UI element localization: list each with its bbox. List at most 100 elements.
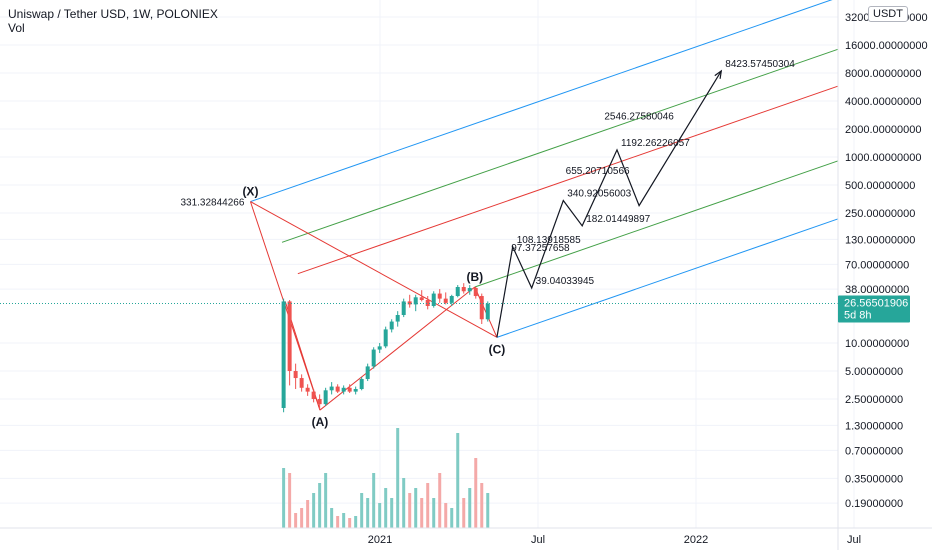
current-price-value: 26.56501906 <box>844 298 908 310</box>
candle-body[interactable] <box>335 386 340 392</box>
volume-bar <box>318 483 322 528</box>
candle-body[interactable] <box>455 287 460 297</box>
volume-bar <box>300 508 304 528</box>
pitchfork-lower-line <box>496 218 838 338</box>
volume-bar <box>330 508 334 528</box>
candles <box>281 283 490 413</box>
candle-body[interactable] <box>407 301 412 305</box>
pitchfork-lower-mid-line <box>474 160 838 288</box>
volume-bar <box>408 493 412 528</box>
pitchfork <box>250 0 838 338</box>
volume-bar <box>396 428 400 528</box>
candle-body[interactable] <box>371 349 376 367</box>
price-tick-label: 0.70000000 <box>845 445 903 457</box>
time-tick-label: 2022 <box>684 534 708 546</box>
candle-body[interactable] <box>353 389 358 392</box>
volume-bar <box>414 488 418 528</box>
volume-bar <box>474 458 478 528</box>
volume-bar <box>294 513 298 528</box>
volume-bar <box>360 493 364 528</box>
time-axis[interactable]: 2021Jul2022Jul2023Jul <box>0 527 932 546</box>
volume-bar <box>426 483 430 528</box>
candle-body[interactable] <box>467 288 472 292</box>
price-tick-label: 130.00000000 <box>845 234 915 246</box>
candle-body[interactable] <box>383 329 388 347</box>
candle-body[interactable] <box>419 297 424 300</box>
volume-bar <box>342 513 346 528</box>
volume-bar <box>390 498 394 528</box>
candle-body[interactable] <box>317 398 322 405</box>
pattern-point-label-b: (B) <box>466 270 483 284</box>
projection-label: 97.37257658 <box>511 243 570 254</box>
price-tick-label: 5.00000000 <box>845 366 903 378</box>
candle-body[interactable] <box>473 288 478 297</box>
projection-label: 182.01449897 <box>586 214 650 225</box>
grid <box>0 0 855 528</box>
candle-body[interactable] <box>293 370 298 379</box>
price-tick-label: 2000.00000000 <box>845 124 921 136</box>
volume-bar <box>438 473 442 528</box>
bar-countdown: 5d 8h <box>844 310 872 322</box>
price-tick-label: 10.00000000 <box>845 338 909 350</box>
price-tick-label: 16000.00000000 <box>845 40 928 52</box>
candle-body[interactable] <box>347 387 352 392</box>
candle-body[interactable] <box>341 387 346 392</box>
time-tick-label: 2021 <box>368 534 392 546</box>
pattern-x-value-label: 331.32844266 <box>180 198 244 209</box>
candle-body[interactable] <box>329 386 334 391</box>
volume-bar <box>480 483 484 528</box>
price-tick-label: 70.00000000 <box>845 259 909 271</box>
pattern-point-label-c: (C) <box>489 342 506 356</box>
projection-label: 1192.26226057 <box>621 138 690 149</box>
volume-bar <box>288 473 292 528</box>
price-tick-label: 0.35000000 <box>845 473 903 485</box>
volume-indicator-label[interactable]: Vol <box>8 21 25 35</box>
price-tick-label: 250.00000000 <box>845 208 915 220</box>
candle-body[interactable] <box>311 391 316 399</box>
candle-body[interactable] <box>443 298 448 303</box>
volume-bar <box>282 468 286 528</box>
candle-body[interactable] <box>449 296 454 303</box>
currency-button[interactable]: USDT <box>868 6 908 22</box>
volume-bar <box>354 516 358 528</box>
candle-body[interactable] <box>425 299 430 306</box>
candle-body[interactable] <box>389 321 394 330</box>
price-tick-label: 8000.00000000 <box>845 68 921 80</box>
candle-body[interactable] <box>365 366 370 380</box>
volume-bar <box>432 498 436 528</box>
candle-body[interactable] <box>299 378 304 388</box>
volume-bar <box>366 498 370 528</box>
candle-body[interactable] <box>395 315 400 322</box>
pattern-point-label-x: (X) <box>242 185 258 199</box>
candle-body[interactable] <box>401 301 406 316</box>
price-tick-label: 500.00000000 <box>845 180 915 192</box>
projection-arrowhead <box>714 69 723 79</box>
price-axis[interactable]: 32000.0000000016000.000000008000.0000000… <box>837 0 928 550</box>
pitchfork-upper-line <box>250 0 833 203</box>
candle-body[interactable] <box>461 287 466 292</box>
time-tick-label: Jul <box>847 534 861 546</box>
candle-body[interactable] <box>479 296 484 320</box>
projection-label: 8423.57450304 <box>725 59 795 70</box>
candle-body[interactable] <box>485 303 490 320</box>
candle-body[interactable] <box>305 387 310 392</box>
price-tick-label: 1.30000000 <box>845 420 903 432</box>
candle-body[interactable] <box>359 379 364 390</box>
candle-body[interactable] <box>323 390 328 405</box>
symbol-title[interactable]: Uniswap / Tether USD, 1W, POLONIEX <box>8 7 218 21</box>
leg-ab <box>319 286 476 411</box>
candle-body[interactable] <box>413 297 418 305</box>
candle-body[interactable] <box>377 346 382 350</box>
candle-body[interactable] <box>437 293 442 299</box>
projection-path[interactable] <box>496 70 722 338</box>
projection-label: 2546.27580046 <box>604 111 674 122</box>
price-tick-label: 1000.00000000 <box>845 152 921 164</box>
candle-body[interactable] <box>281 301 286 409</box>
candle-body[interactable] <box>431 293 436 306</box>
volume-bar <box>336 516 340 528</box>
candle-body[interactable] <box>287 301 292 371</box>
badge-bg <box>838 295 910 323</box>
